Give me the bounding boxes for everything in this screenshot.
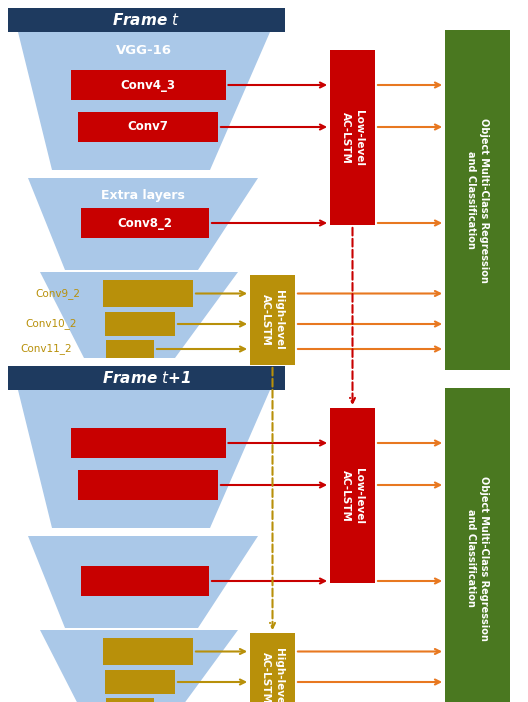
Bar bbox=[78, 112, 218, 142]
Bar bbox=[81, 208, 209, 238]
Bar bbox=[250, 633, 295, 702]
Bar bbox=[103, 638, 193, 665]
Polygon shape bbox=[28, 178, 258, 270]
Text: Conv10_2: Conv10_2 bbox=[25, 319, 77, 329]
Polygon shape bbox=[40, 630, 238, 702]
Polygon shape bbox=[18, 32, 270, 170]
Bar bbox=[78, 470, 218, 500]
Polygon shape bbox=[40, 272, 238, 358]
Text: VGG-16: VGG-16 bbox=[116, 44, 172, 56]
Text: Conv8_2: Conv8_2 bbox=[118, 216, 173, 230]
Bar bbox=[71, 428, 225, 458]
Text: Extra layers: Extra layers bbox=[101, 190, 185, 202]
Bar bbox=[81, 566, 209, 596]
Bar bbox=[250, 275, 295, 365]
Bar bbox=[445, 30, 510, 370]
Text: Conv7: Conv7 bbox=[128, 121, 168, 133]
Text: Conv11_2: Conv11_2 bbox=[20, 343, 72, 355]
Bar bbox=[8, 366, 285, 390]
Polygon shape bbox=[28, 536, 258, 628]
Polygon shape bbox=[18, 390, 270, 528]
Bar bbox=[105, 312, 175, 336]
Text: Low-level
AC-LSTM: Low-level AC-LSTM bbox=[341, 468, 364, 524]
Bar bbox=[106, 698, 154, 702]
Bar bbox=[71, 70, 225, 100]
Bar bbox=[106, 340, 154, 358]
Text: High-level
AC-LSTM: High-level AC-LSTM bbox=[261, 648, 284, 702]
Bar bbox=[330, 50, 375, 225]
Bar bbox=[8, 8, 285, 32]
Text: Object Multi-Class Regression
and Classification: Object Multi-Class Regression and Classi… bbox=[466, 475, 489, 640]
Bar bbox=[105, 670, 175, 694]
Text: High-level
AC-LSTM: High-level AC-LSTM bbox=[261, 290, 284, 350]
Bar bbox=[103, 280, 193, 307]
Text: Conv9_2: Conv9_2 bbox=[35, 288, 80, 299]
Text: Object Multi-Class Regression
and Classification: Object Multi-Class Regression and Classi… bbox=[466, 117, 489, 282]
Text: Low-level
AC-LSTM: Low-level AC-LSTM bbox=[341, 110, 364, 166]
Text: Frame $t$+1: Frame $t$+1 bbox=[102, 370, 191, 386]
Text: Conv4_3: Conv4_3 bbox=[120, 79, 175, 91]
Bar bbox=[330, 408, 375, 583]
Bar bbox=[445, 388, 510, 702]
Text: Frame $t$: Frame $t$ bbox=[112, 12, 181, 28]
